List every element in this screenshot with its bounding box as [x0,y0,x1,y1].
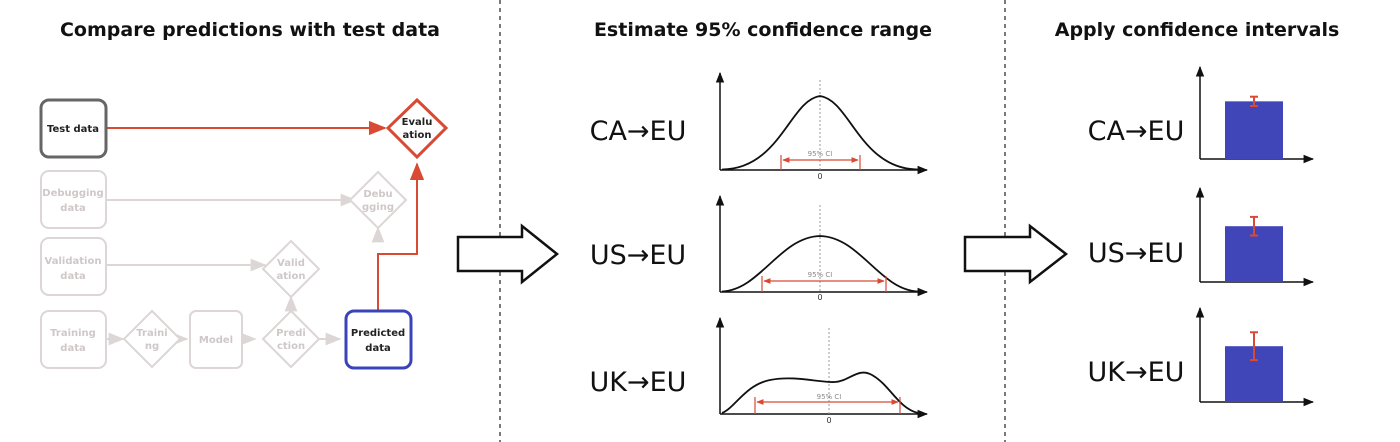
ci-label: 95% CI [817,393,842,401]
zero-label: 0 [817,172,822,181]
distribution-panel-uk: UK→EU 95% CI 0 [590,316,929,425]
density-curve [721,235,919,293]
route-label-uk: UK→EU [590,367,687,398]
predicted-data-label: Predicted data [351,328,405,354]
density-curve [721,95,919,171]
section-title-estimate: Estimate 95% confidence range [594,19,932,41]
bar [1225,101,1283,159]
model-box [189,310,243,369]
validation-data-label: Validation data [45,256,102,282]
ci-label: 95% CI [808,271,833,279]
debugging-data-box [40,170,107,229]
training-data-box [40,310,107,369]
test-data-label: Test data [47,124,99,135]
route-label-uk: UK→EU [1088,357,1185,388]
section-title-apply: Apply confidence intervals [1055,19,1340,41]
training-label: Traini ng [136,328,167,352]
route-label-us: US→EU [590,240,686,271]
validation-label: Valid ation [277,258,306,282]
bar-panel-uk: UK→EU [1088,306,1315,407]
section-title-compare: Compare predictions with test data [60,19,440,41]
debugging-diamond [348,170,408,230]
route-label-ca: CA→EU [590,116,687,147]
validation-data-box [40,237,107,296]
prediction-diamond [261,309,321,369]
evaluation-label: Evalu ation [402,117,433,141]
ci-label: 95% CI [808,150,833,158]
training-diamond [122,309,182,369]
test-data-box [39,98,108,159]
bar-marks [1225,95,1283,402]
distribution-panel-us: US→EU 95% CI 0 [590,194,929,302]
validation-diamond [261,239,321,299]
training-data-label: Training data [50,328,96,354]
bar-panel-ca: CA→EU [1088,65,1315,164]
right-arrow-icon [963,223,1069,285]
route-label-us: US→EU [1088,238,1184,269]
ml-pipeline: Test data Debugging data Validation data T… [39,97,449,370]
distribution-panel-ca: CA→EU 95% CI 0 [590,71,929,181]
debugging-data-label: Debugging data [42,188,103,214]
zero-label: 0 [826,416,831,425]
density-curve [721,371,919,414]
right-arrow-icon [456,223,560,285]
edge-predicted-to-evaluation [377,162,425,310]
zero-label: 0 [817,293,822,302]
evaluation-diamond [385,97,449,160]
predicted-data-box [344,309,413,370]
debugging-label: Debu gging [362,189,394,213]
model-label: Model [199,335,233,346]
prediction-label: Predi ction [276,328,306,352]
route-label-ca: CA→EU [1088,116,1185,147]
